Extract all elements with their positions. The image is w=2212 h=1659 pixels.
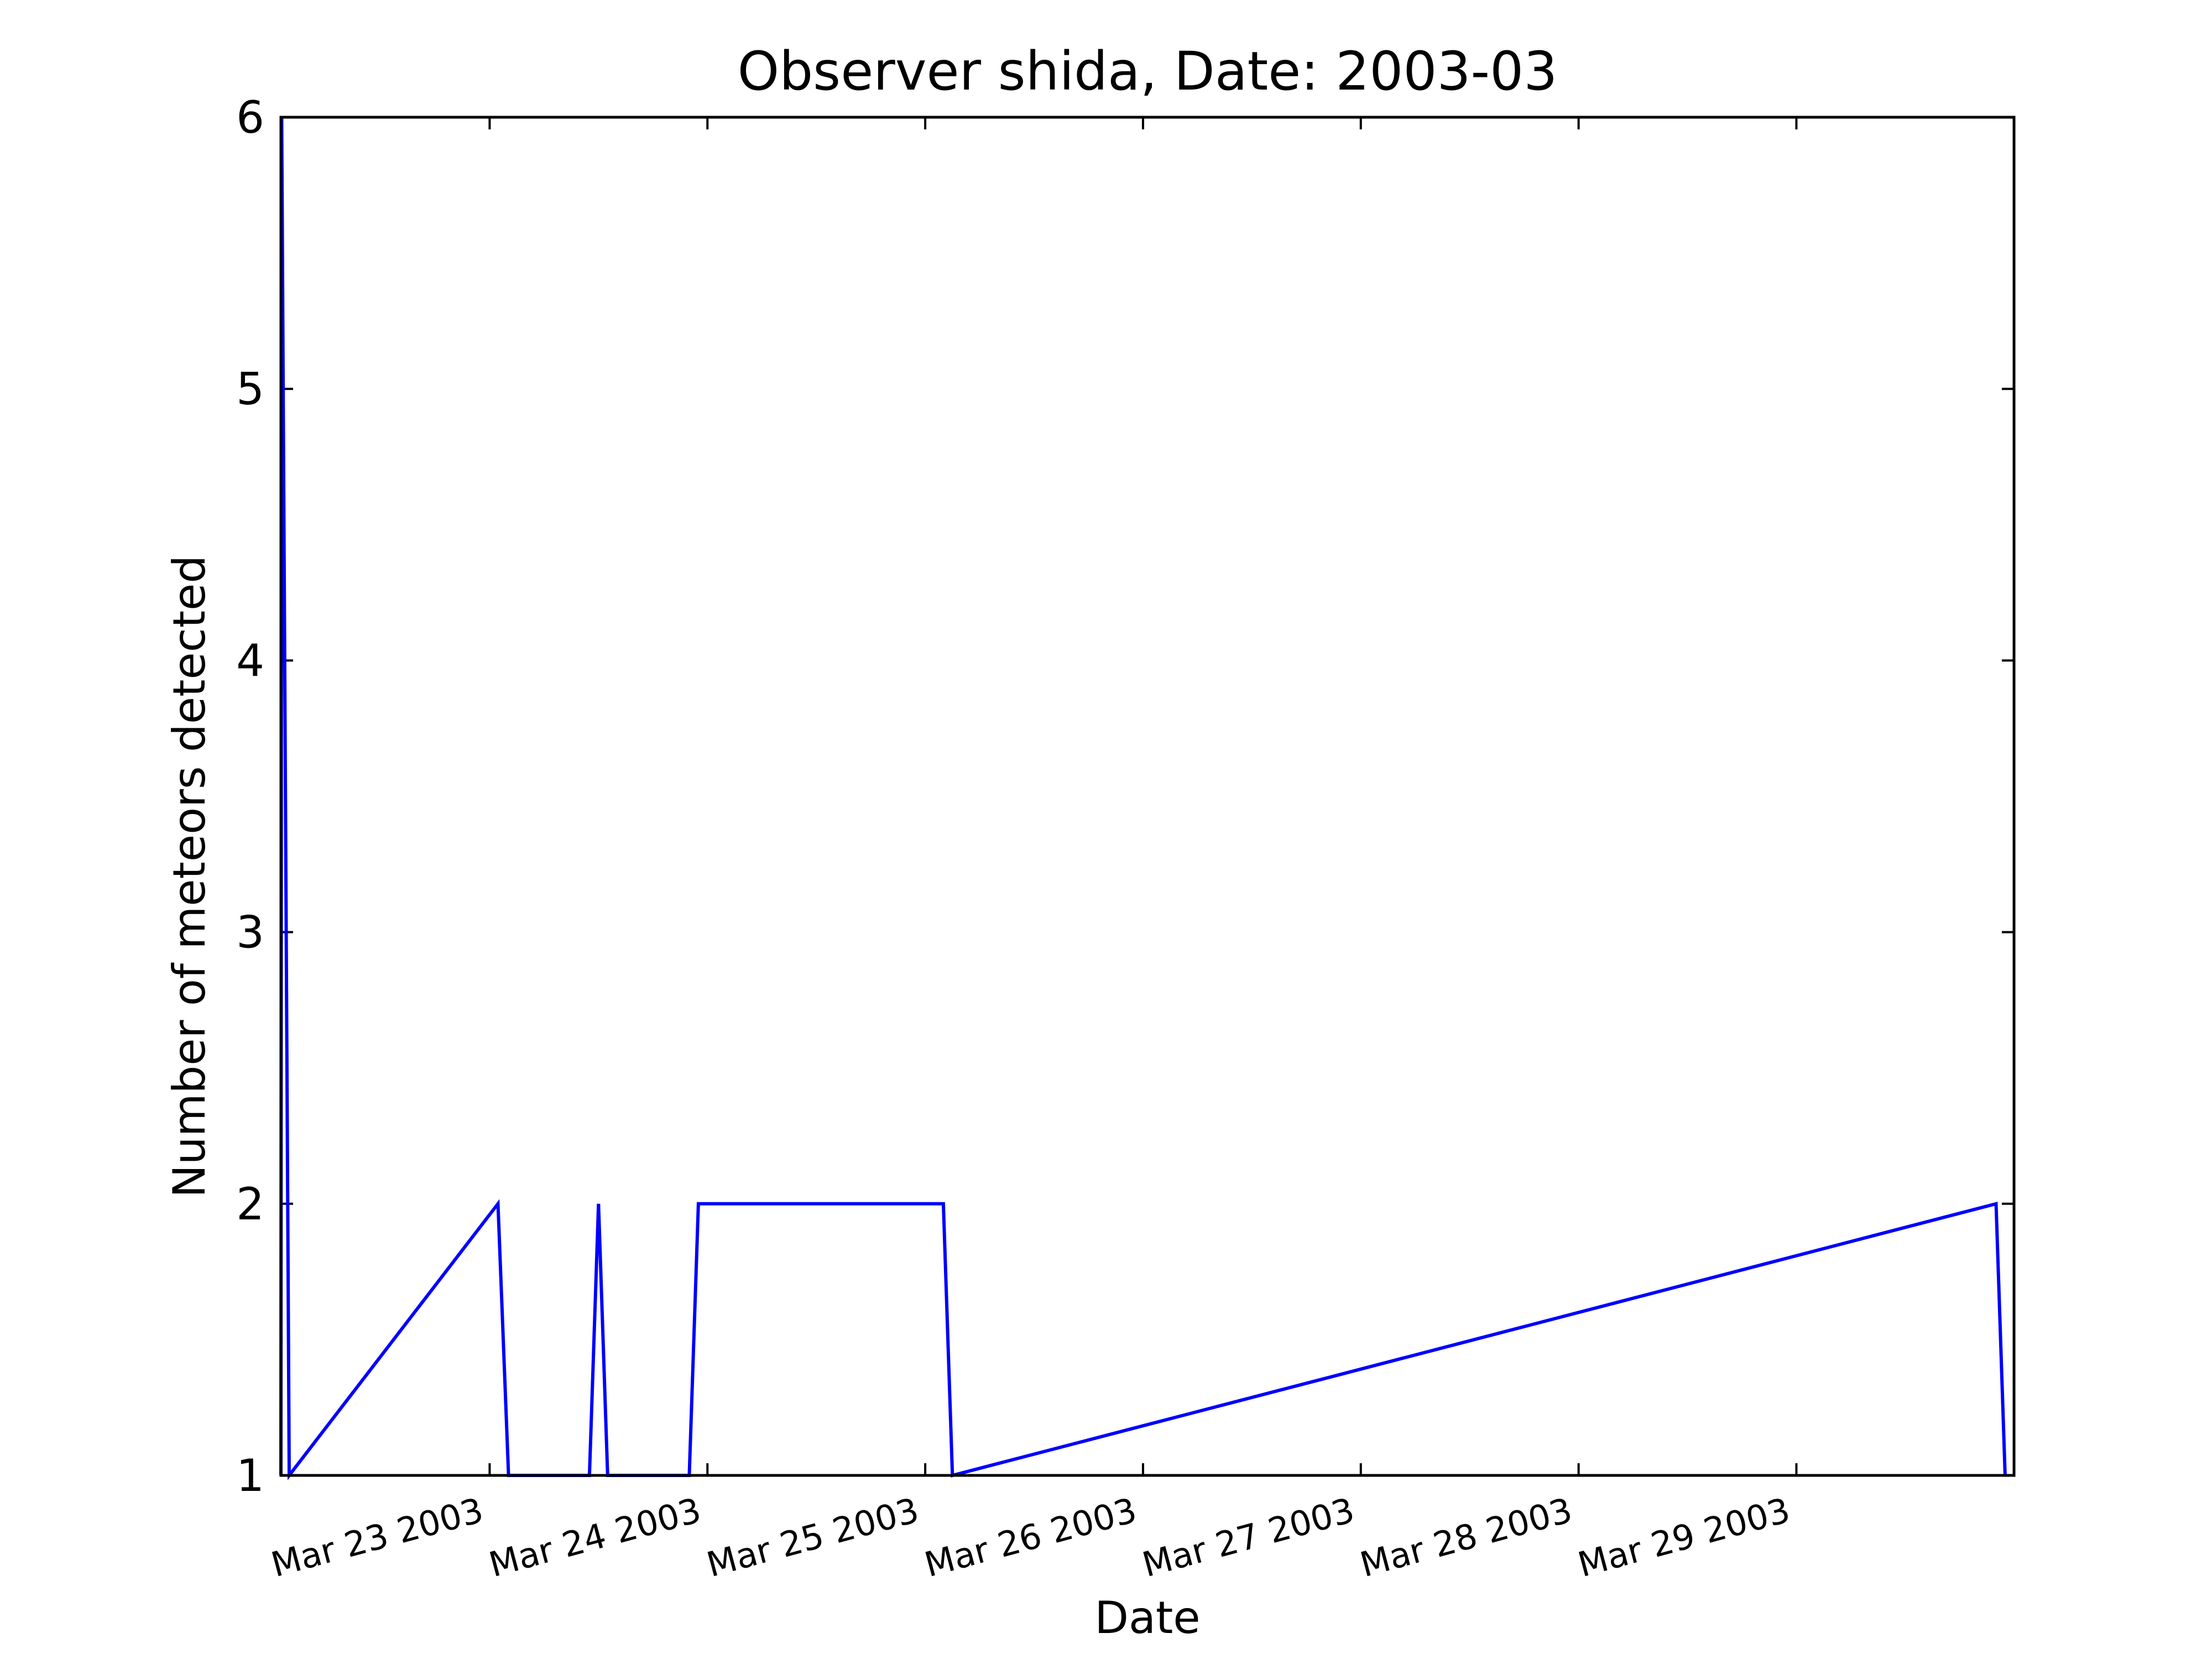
chart-title: Observer shida, Date: 2003-03: [738, 40, 1558, 102]
y-tick-label: 3: [236, 907, 264, 958]
y-axis-label: Number of meteors detected: [164, 555, 215, 1198]
series-line: [279, 117, 2007, 1480]
y-tick-label: 1: [236, 1450, 264, 1501]
y-tick-label: 2: [236, 1178, 264, 1230]
y-tick-label: 4: [236, 635, 264, 686]
plot-area-frame: [279, 116, 2016, 1477]
y-tick-label: 6: [236, 92, 264, 143]
x-axis-label: Date: [1094, 1592, 1200, 1644]
y-tick-label: 5: [236, 363, 264, 415]
y-axis-ticks: 1 2 3 4 5 6: [236, 92, 2014, 1501]
